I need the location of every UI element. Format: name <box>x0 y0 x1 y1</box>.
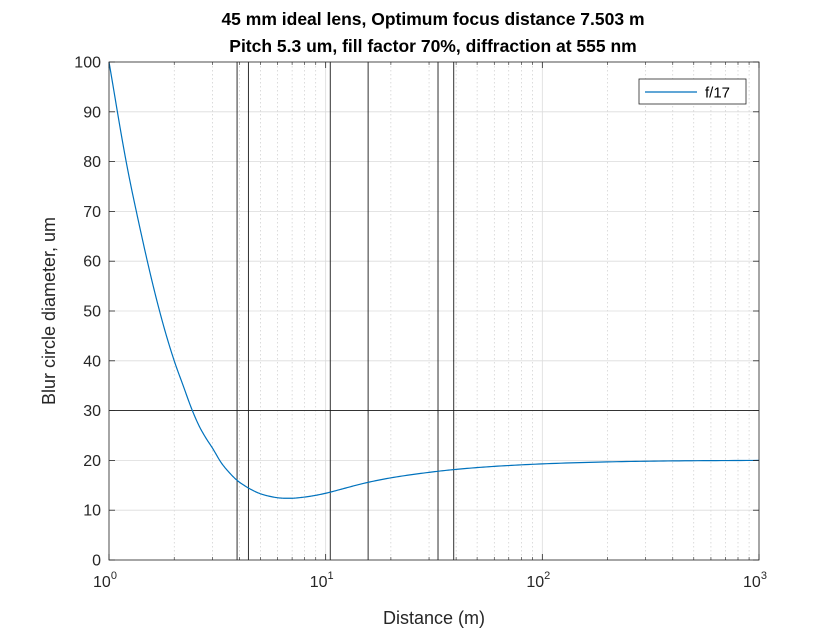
legend-box <box>638 78 747 105</box>
y-tick-label: 50 <box>83 304 101 321</box>
series-line-f17 <box>108 61 760 499</box>
x-tick-label: 102 <box>526 570 550 591</box>
legend: f/17 <box>638 78 747 105</box>
y-axis-ticks: 0 10 20 30 40 50 60 70 80 90 100 <box>74 55 759 570</box>
chart-title-line-1: 45 mm ideal lens, Optimum focus distance… <box>221 9 644 29</box>
y-tick-label: 20 <box>83 453 101 470</box>
x-tick-exponent: 3 <box>761 570 767 582</box>
x-tick-label: 100 <box>93 570 117 591</box>
y-tick-label: 90 <box>83 104 101 121</box>
x-tick-base: 10 <box>310 574 328 591</box>
x-tick-base: 10 <box>526 574 544 591</box>
y-tick-label: 30 <box>83 403 101 420</box>
x-tick-base: 10 <box>743 574 761 591</box>
chart-title-line-2: Pitch 5.3 um, fill factor 70%, diffracti… <box>229 36 636 56</box>
x-tick-label: 101 <box>310 570 334 591</box>
x-tick-exponent: 0 <box>111 570 117 582</box>
y-tick-label: 80 <box>83 154 101 171</box>
y-tick-label: 40 <box>83 353 101 370</box>
x-tick-label: 103 <box>743 570 767 591</box>
x-axis-label: Distance (m) <box>383 608 485 628</box>
y-tick-label: 10 <box>83 503 101 520</box>
x-tick-exponent: 1 <box>328 570 334 582</box>
y-tick-label: 0 <box>92 553 101 570</box>
reference-lines <box>109 62 759 560</box>
x-tick-exponent: 2 <box>544 570 550 582</box>
y-tick-label: 100 <box>74 55 101 72</box>
legend-label: f/17 <box>705 85 730 102</box>
x-axis-ticks: 100 101 102 103 <box>93 62 767 591</box>
y-axis-label: Blur circle diameter, um <box>39 217 59 405</box>
x-tick-base: 10 <box>93 574 111 591</box>
y-tick-label: 70 <box>83 204 101 221</box>
y-tick-label: 60 <box>83 254 101 271</box>
